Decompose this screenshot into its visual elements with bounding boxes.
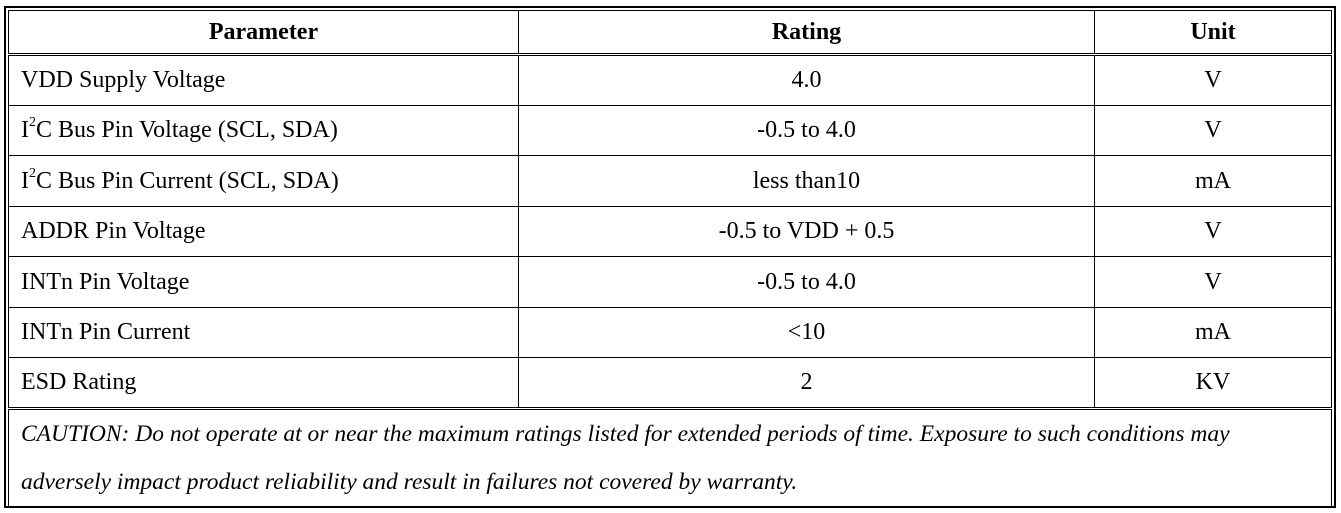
- absolute-maximum-ratings-table-frame: Parameter Rating Unit VDD Supply Voltage…: [4, 6, 1336, 508]
- parameter-text: I: [21, 117, 29, 144]
- parameter-cell: ESD Rating: [8, 357, 519, 409]
- parameter-cell: I2C Bus Pin Current (SCL, SDA): [8, 155, 519, 207]
- parameter-text-suffix: C Bus Pin Current (SCL, SDA): [36, 167, 339, 194]
- rating-cell: -0.5 to VDD + 0.5: [518, 205, 1095, 257]
- parameter-text: ESD Rating: [21, 369, 137, 396]
- unit-cell: V: [1094, 205, 1332, 257]
- table-row: INTn Pin Voltage -0.5 to 4.0 V: [8, 256, 1332, 308]
- unit-cell: mA: [1094, 155, 1332, 207]
- absolute-maximum-ratings-table: Parameter Rating Unit VDD Supply Voltage…: [8, 10, 1332, 507]
- caution-row: CAUTION: Do not operate at or near the m…: [8, 406, 1332, 507]
- parameter-cell: I2C Bus Pin Voltage (SCL, SDA): [8, 104, 519, 156]
- parameter-text: I: [21, 167, 29, 194]
- superscript: 2: [29, 165, 36, 181]
- unit-cell: V: [1094, 104, 1332, 156]
- header-unit: Unit: [1094, 10, 1332, 56]
- parameter-text: VDD Supply Voltage: [21, 67, 226, 94]
- parameter-text-suffix: C Bus Pin Voltage (SCL, SDA): [36, 117, 338, 144]
- table-row: VDD Supply Voltage 4.0 V: [8, 54, 1332, 106]
- rating-cell: less than10: [518, 155, 1095, 207]
- table-header: Parameter Rating Unit: [8, 10, 1332, 56]
- parameter-cell: ADDR Pin Voltage: [8, 205, 519, 257]
- parameter-cell: VDD Supply Voltage: [8, 54, 519, 106]
- caution-note: CAUTION: Do not operate at or near the m…: [8, 406, 1332, 507]
- rating-cell: <10: [518, 306, 1095, 358]
- parameter-text: ADDR Pin Voltage: [21, 218, 206, 245]
- unit-cell: mA: [1094, 306, 1332, 358]
- parameter-cell: INTn Pin Current: [8, 306, 519, 358]
- unit-cell: V: [1094, 54, 1332, 106]
- rating-cell: -0.5 to 4.0: [518, 256, 1095, 308]
- table-body: VDD Supply Voltage 4.0 V I2C Bus Pin Vol…: [8, 54, 1332, 507]
- header-parameter: Parameter: [8, 10, 519, 56]
- rating-cell: 4.0: [518, 54, 1095, 106]
- superscript: 2: [29, 115, 36, 131]
- unit-cell: V: [1094, 256, 1332, 308]
- unit-cell: KV: [1094, 357, 1332, 409]
- rating-cell: 2: [518, 357, 1095, 409]
- parameter-text: INTn Pin Voltage: [21, 268, 190, 295]
- table-row: INTn Pin Current <10 mA: [8, 306, 1332, 358]
- table-row: I2C Bus Pin Voltage (SCL, SDA) -0.5 to 4…: [8, 104, 1332, 156]
- header-rating: Rating: [518, 10, 1095, 56]
- rating-cell: -0.5 to 4.0: [518, 104, 1095, 156]
- header-row: Parameter Rating Unit: [8, 10, 1332, 56]
- table-row: ADDR Pin Voltage -0.5 to VDD + 0.5 V: [8, 205, 1332, 257]
- table-row: ESD Rating 2 KV: [8, 357, 1332, 409]
- table-row: I2C Bus Pin Current (SCL, SDA) less than…: [8, 155, 1332, 207]
- parameter-cell: INTn Pin Voltage: [8, 256, 519, 308]
- parameter-text: INTn Pin Current: [21, 319, 191, 346]
